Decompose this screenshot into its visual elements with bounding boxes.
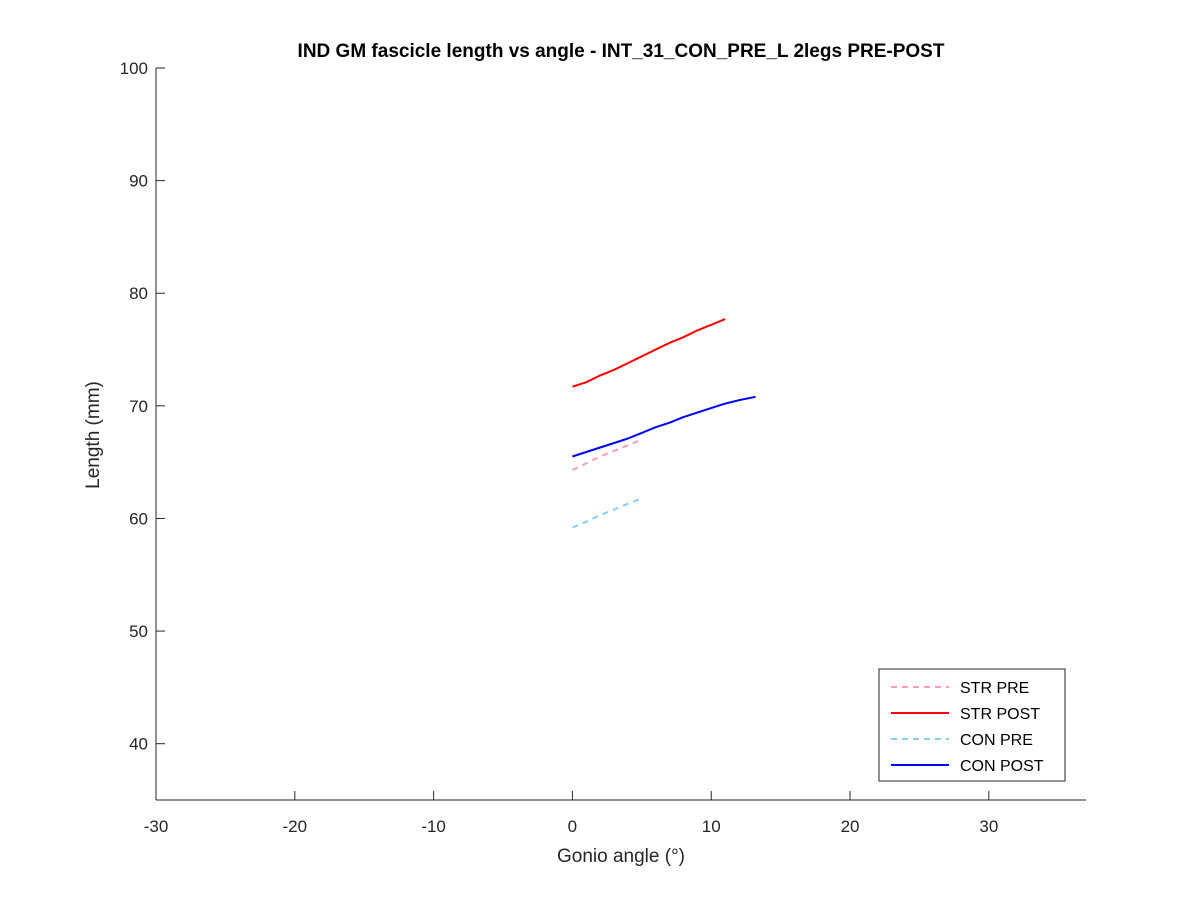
legend: STR PRE STR POST CON PRE CON POST	[878, 668, 1066, 782]
y-tick-label: 40	[129, 735, 148, 754]
legend-label-str-pre: STR PRE	[960, 680, 1029, 697]
legend-box	[878, 668, 1066, 782]
x-tick-label: 0	[568, 817, 577, 836]
x-tick-label: -30	[144, 817, 169, 836]
legend-label-con-pre: CON PRE	[960, 732, 1033, 749]
y-tick-label: 70	[129, 397, 148, 416]
y-tick-label: 50	[129, 622, 148, 641]
axes: -30 -20 -10 0 10 20 30 40 50 60 70 80 90 100	[120, 59, 1086, 836]
y-tick-label: 60	[129, 509, 148, 528]
y-axis-label: Length (mm)	[83, 381, 104, 489]
x-tick-label: 30	[979, 817, 998, 836]
series-line-str-post	[572, 318, 726, 388]
y-tick-label: 80	[129, 284, 148, 303]
x-tick-label: -20	[283, 817, 308, 836]
x-tick-label: -10	[421, 817, 446, 836]
legend-label-con-post: CON POST	[960, 758, 1044, 775]
plot-area	[571, 318, 756, 529]
x-tick-label: 20	[841, 817, 860, 836]
x-tick-label: 10	[702, 817, 721, 836]
x-axis-label: Gonio angle (°)	[557, 846, 685, 867]
chart-title: IND GM fascicle length vs angle - INT_31…	[298, 41, 945, 62]
legend-label-str-post: STR POST	[960, 706, 1040, 723]
series-line-con-pre	[572, 497, 643, 529]
series-line-con-post	[572, 395, 756, 458]
series-line-str-pre	[571, 438, 643, 471]
y-tick-label: 90	[129, 172, 148, 191]
y-tick-label: 100	[120, 59, 148, 78]
